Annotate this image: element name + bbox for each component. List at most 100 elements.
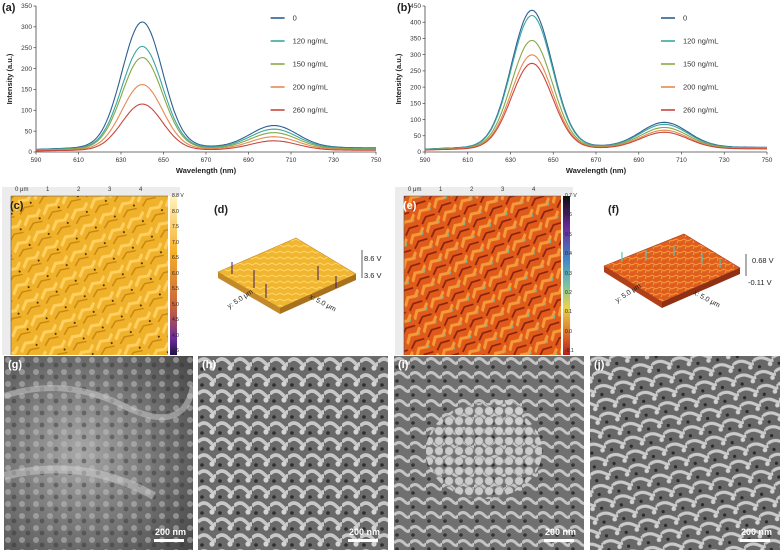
colorbar-tick-label: 5.0 — [172, 301, 179, 308]
x-tick-label: 690 — [243, 157, 254, 164]
y-tick-label: 100 — [410, 117, 421, 124]
x-tick-label: 750 — [762, 157, 773, 164]
legend-entry-0: 0 — [293, 14, 297, 23]
legend-entry-0: 0 — [683, 14, 687, 23]
sem-h-scale: 200 nm — [349, 527, 381, 537]
sem-g-label: (g) — [8, 359, 23, 371]
afm-f-bottom-value: -0.11 V — [748, 278, 772, 287]
colorbar-tick-label: -0.1 — [565, 348, 574, 354]
sem-image-h — [198, 356, 388, 550]
chart-a-plot: 590 610 630 650 670 690 710 730 750 0 50 100 150 200 2… — [5, 3, 382, 175]
x-tick-label: 610 — [462, 157, 473, 164]
sem-panel-h: (h) 200 nm — [198, 356, 388, 550]
colorbar-tick-label: 0.5 — [565, 231, 572, 238]
sem-image-g — [4, 356, 193, 550]
colorbar-tick-label: 0.2 — [565, 289, 572, 296]
afm-d-surface — [217, 237, 363, 314]
x-axis-label: Wavelength (nm) — [566, 166, 627, 175]
legend-entry-1: 120 ng/mL — [683, 37, 718, 46]
y-tick-label: 150 — [21, 87, 32, 94]
y-tick-label: 450 — [410, 3, 421, 10]
x-tick-label: 590 — [31, 157, 42, 164]
colorbar-tick-label: 5.5 — [172, 286, 179, 292]
x-tick-label: 590 — [420, 157, 431, 164]
y-tick-label: 400 — [410, 19, 421, 26]
series-line-4 — [36, 103, 376, 152]
afm-f-top-value: 0.68 V — [752, 256, 774, 265]
y-tick-label: 50 — [414, 133, 422, 140]
x-tick-label: 730 — [328, 157, 339, 164]
y-axis-label: Intensity (a.u.) — [394, 53, 403, 104]
y-tick-label: 100 — [21, 107, 32, 114]
x-tick-label: 730 — [719, 157, 730, 164]
afm-f-surface — [603, 233, 747, 308]
afm-panel-e: (e) 0 μm 1 2 3 4 0.7 V 0.6 0.5 0.4 0.3 0.2 0.1 0.0 -… — [395, 187, 577, 355]
chart-a-label: (a) — [2, 2, 16, 14]
afm-panel-c: (c) 0 μm 1 2 3 4 8.8 V 8.0 7.5 7.0 6.5 6.0 5.5 5.0 4… — [2, 187, 184, 355]
legend-entry-4: 260 ng/mL — [293, 106, 328, 115]
x-tick-label: 710 — [676, 157, 687, 164]
x-tick-label: 650 — [548, 157, 559, 164]
sem-i-scale: 200 nm — [545, 527, 577, 537]
sem-j-scale: 200 nm — [741, 527, 773, 537]
ruler-tick-label: 1 — [46, 187, 50, 193]
x-tick-label: 710 — [286, 157, 297, 164]
series-line-4 — [424, 62, 767, 151]
sem-h-label: (h) — [202, 359, 217, 371]
colorbar-tick-label: 7.0 — [172, 239, 179, 246]
series-line-0 — [35, 21, 376, 150]
x-tick-label: 750 — [371, 157, 382, 164]
y-tick-label: 50 — [25, 128, 33, 135]
series-line-1 — [36, 45, 376, 151]
ruler-tick-label: 3 — [501, 187, 505, 193]
legend-entry-2: 150 ng/mL — [293, 60, 328, 69]
y-tick-label: 250 — [21, 45, 32, 52]
sem-g-scale: 200 nm — [155, 527, 187, 537]
ruler-tick-label: 4 — [139, 187, 143, 193]
afm-e-label: (e) — [403, 200, 417, 212]
x-tick-label: 690 — [633, 157, 644, 164]
y-tick-label: 250 — [410, 68, 421, 75]
ruler-tick-label: 0 μm — [15, 187, 29, 193]
y-tick-label: 0 — [417, 149, 421, 156]
colorbar-tick-label: 0.3 — [565, 270, 572, 277]
sem-i-label: (i) — [398, 359, 409, 371]
series-line-3 — [35, 83, 376, 152]
colorbar-tick-label: 0.1 — [565, 309, 572, 316]
colorbar-tick-label: 8.0 — [172, 208, 179, 215]
colorbar-tick-label: 4.5 — [172, 317, 179, 323]
afm-d-bottom-value: 3.6 V — [364, 271, 382, 280]
colorbar-tick-label: 8.8 V — [172, 193, 184, 199]
y-tick-label: 350 — [410, 36, 421, 43]
sem-image-j — [590, 356, 780, 550]
x-axis-label: Wavelength (nm) — [176, 166, 237, 175]
chart-a: (a) 590 610 630 650 670 690 710 730 750 0 50 100 150… — [0, 0, 392, 178]
series-line-3 — [424, 54, 767, 151]
series-line-2 — [424, 39, 767, 151]
colorbar-tick-label: 4.0 — [172, 332, 179, 339]
sem-j-label: (j) — [594, 359, 605, 371]
afm-c-label: (c) — [10, 200, 24, 212]
legend-entry-2: 150 ng/mL — [683, 60, 718, 69]
ruler-tick-label: 2 — [470, 187, 474, 193]
sem-panel-j: (j) 200 nm — [590, 356, 780, 550]
legend-entry-4: 260 ng/mL — [683, 106, 718, 115]
ruler-tick-label: 0 μm — [408, 187, 422, 193]
colorbar-tick-label: 6.5 — [172, 255, 179, 261]
x-tick-label: 650 — [158, 157, 169, 164]
sem-image-i — [394, 356, 584, 550]
x-tick-label: 610 — [73, 157, 84, 164]
y-tick-label: 0 — [28, 149, 32, 156]
y-tick-label: 350 — [21, 3, 32, 10]
legend-entry-1: 120 ng/mL — [293, 37, 328, 46]
y-tick-label: 150 — [410, 101, 421, 108]
series-line-2 — [35, 56, 376, 151]
chart-b-plot: 590 610 630 650 670 690 710 730 750 0 50 100 150 200 2… — [394, 3, 773, 175]
ruler-tick-label: 2 — [77, 187, 81, 193]
sem-panel-g: (g) 200 nm — [4, 356, 193, 550]
chart-b: (b) 590 610 630 650 670 690 710 730 750 0 50 100 150… — [393, 0, 784, 178]
x-tick-label: 630 — [116, 157, 127, 164]
y-tick-label: 200 — [410, 84, 421, 91]
x-tick-label: 670 — [201, 157, 212, 164]
colorbar-tick-label: 0.4 — [565, 251, 572, 258]
